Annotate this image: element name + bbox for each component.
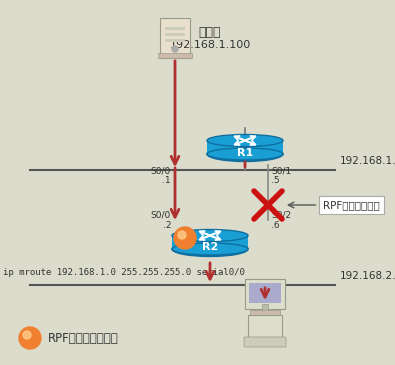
Text: S0/0: S0/0 xyxy=(151,211,171,220)
Bar xyxy=(165,39,185,42)
Text: S0/1: S0/1 xyxy=(271,166,291,175)
FancyBboxPatch shape xyxy=(245,279,285,309)
Ellipse shape xyxy=(207,146,283,161)
Text: 192.168.2.0/24: 192.168.2.0/24 xyxy=(340,271,395,281)
Circle shape xyxy=(23,331,31,339)
Text: R1: R1 xyxy=(237,147,253,158)
Ellipse shape xyxy=(207,134,283,146)
Bar xyxy=(249,283,281,303)
Circle shape xyxy=(178,231,186,239)
Text: S0/0: S0/0 xyxy=(151,166,171,175)
Bar xyxy=(250,310,280,315)
Text: RPFインタフェース: RPFインタフェース xyxy=(48,331,119,345)
Text: 192.168.1.0/24: 192.168.1.0/24 xyxy=(340,156,395,166)
Ellipse shape xyxy=(172,242,248,257)
FancyBboxPatch shape xyxy=(172,235,248,249)
Bar xyxy=(262,304,268,311)
Text: .1: .1 xyxy=(162,176,171,185)
FancyBboxPatch shape xyxy=(244,337,286,347)
FancyBboxPatch shape xyxy=(207,141,283,154)
Circle shape xyxy=(172,46,178,52)
Text: ip mroute 192.168.1.0 255.255.255.0 serial0/0: ip mroute 192.168.1.0 255.255.255.0 seri… xyxy=(3,268,245,277)
Text: .5: .5 xyxy=(271,176,280,185)
Bar xyxy=(158,53,192,58)
Circle shape xyxy=(19,327,41,349)
Circle shape xyxy=(174,227,196,249)
Text: 192.168.1.100: 192.168.1.100 xyxy=(169,40,250,50)
Text: .2: .2 xyxy=(162,221,171,230)
FancyBboxPatch shape xyxy=(160,18,190,58)
Ellipse shape xyxy=(207,148,283,160)
Bar xyxy=(165,33,185,36)
FancyBboxPatch shape xyxy=(248,315,282,337)
Text: R2: R2 xyxy=(202,242,218,253)
Text: RPFチェック失敗: RPFチェック失敗 xyxy=(288,200,380,210)
Ellipse shape xyxy=(172,243,248,255)
Text: S0/2: S0/2 xyxy=(271,211,291,220)
Bar xyxy=(165,27,185,30)
Ellipse shape xyxy=(172,230,248,242)
Text: .6: .6 xyxy=(271,221,280,230)
Text: ソース: ソース xyxy=(199,26,221,39)
